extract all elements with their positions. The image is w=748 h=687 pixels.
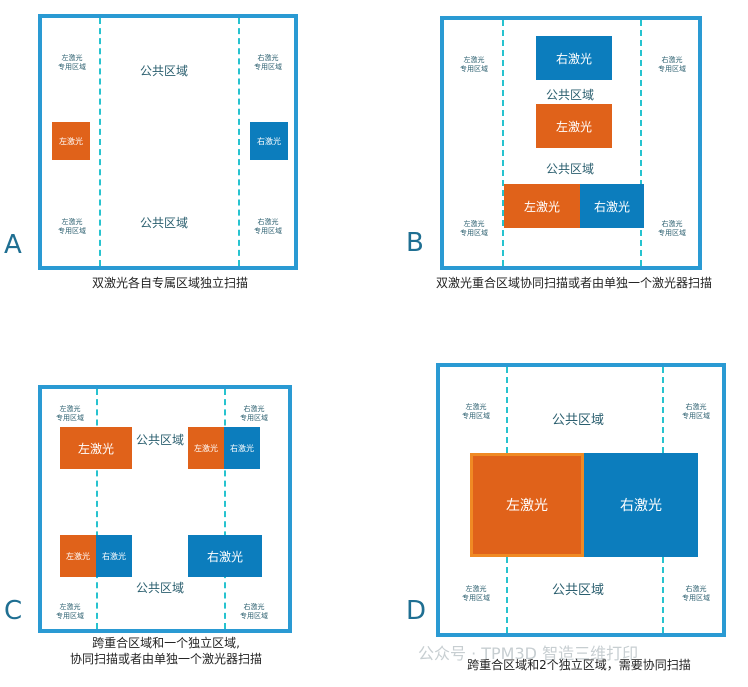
right-laser-label: 右激光: [257, 136, 281, 146]
left-private-zone-label: 左激光 专用区域: [56, 603, 84, 620]
left-laser-block: 左激光: [60, 427, 132, 469]
right-divider: [640, 20, 642, 266]
left-laser-label: 左激光: [59, 136, 83, 146]
panel-c-frame: 左激光 专用区域 右激光 专用区域 左激光 专用区域 右激光 专用区域 左激光 …: [38, 385, 292, 633]
right-laser-block: 右激光: [224, 427, 260, 469]
left-laser-block: 左激光: [60, 535, 96, 577]
public-zone-label: 公共区域: [552, 583, 605, 598]
right-laser-block: 右激光: [580, 184, 644, 228]
panel-c-caption-line1: 跨重合区域和一个独立区域,: [92, 636, 240, 650]
right-private-zone-label: 右激光 专用区域: [254, 218, 282, 235]
public-zone-label: 公共区域: [136, 581, 185, 595]
right-laser-label: 右激光: [593, 199, 630, 214]
left-laser-block: 左激光: [470, 453, 584, 557]
left-laser-block: 左激光: [504, 184, 580, 228]
right-divider: [238, 18, 240, 266]
right-laser-block: 右激光: [250, 122, 288, 160]
panel-letter-c: C: [4, 596, 23, 626]
right-laser-block: 右激光: [188, 535, 262, 577]
right-laser-label: 右激光: [102, 551, 126, 561]
left-laser-label: 左激光: [66, 551, 90, 561]
right-private-zone-label: 右激光 专用区域: [240, 603, 268, 620]
left-laser-label: 左激光: [77, 441, 114, 456]
panel-c-caption-line2: 协同扫描或者由单独一个激光器扫描: [69, 652, 262, 666]
panel-letter-d: D: [406, 596, 427, 626]
left-private-zone-label: 左激光 专用区域: [460, 220, 488, 237]
right-private-zone-label: 右激光 专用区域: [254, 54, 282, 71]
right-laser-label: 右激光: [555, 51, 592, 66]
right-private-zone-label: 右激光 专用区域: [240, 405, 268, 422]
left-divider: [96, 389, 98, 629]
public-zone-label: 公共区域: [546, 88, 595, 102]
public-zone-label: 公共区域: [546, 162, 595, 176]
right-laser-label: 右激光: [206, 549, 243, 564]
panel-b-frame: 左激光 专用区域 右激光 专用区域 左激光 专用区域 右激光 专用区域 右激光 …: [440, 16, 702, 270]
left-private-zone-label: 左激光 专用区域: [462, 403, 490, 420]
left-divider: [99, 18, 101, 266]
right-private-zone-label: 右激光 专用区域: [658, 220, 686, 237]
left-private-zone-label: 左激光 专用区域: [58, 54, 86, 71]
left-laser-label: 左激光: [523, 199, 560, 214]
right-laser-label: 右激光: [620, 498, 662, 514]
left-laser-block: 左激光: [188, 427, 224, 469]
left-divider: [502, 20, 504, 266]
right-private-zone-label: 右激光 专用区域: [658, 56, 686, 73]
public-zone-label: 公共区域: [140, 216, 189, 230]
right-laser-label: 右激光: [230, 443, 254, 453]
panel-b-caption: 双激光重合区域协同扫描或者由单独一个激光器扫描: [435, 276, 712, 290]
right-divider: [224, 389, 226, 629]
watermark-text: 公众号 · TPM3D 智造三维打印: [418, 644, 639, 663]
right-laser-block: 右激光: [536, 36, 612, 80]
public-zone-label: 公共区域: [552, 413, 605, 428]
left-laser-label: 左激光: [555, 119, 592, 134]
panel-d-frame: 左激光 专用区域 右激光 专用区域 左激光 专用区域 右激光 专用区域 公共区域…: [436, 363, 726, 637]
panel-a-caption: 双激光各自专属区域独立扫描: [91, 276, 248, 290]
public-zone-label: 公共区域: [136, 433, 185, 447]
panel-a-frame: 左激光 专用区域 右激光 专用区域 左激光 专用区域 右激光 专用区域 公共区域…: [38, 14, 298, 270]
left-private-zone-label: 左激光 专用区域: [56, 405, 84, 422]
left-laser-label: 左激光: [506, 498, 548, 514]
left-laser-label: 左激光: [194, 443, 218, 453]
right-private-zone-label: 右激光 专用区域: [682, 585, 710, 602]
left-private-zone-label: 左激光 专用区域: [58, 218, 86, 235]
left-private-zone-label: 左激光 专用区域: [460, 56, 488, 73]
panel-letter-b: B: [406, 228, 424, 258]
left-laser-block: 左激光: [536, 104, 612, 148]
right-laser-block: 右激光: [96, 535, 132, 577]
public-zone-label: 公共区域: [140, 64, 189, 78]
right-laser-block: 右激光: [584, 453, 698, 557]
panel-letter-a: A: [4, 230, 22, 260]
right-private-zone-label: 右激光 专用区域: [682, 403, 710, 420]
panel-d-caption: 跨重合区域和2个独立区域，需要协同扫描: [467, 658, 691, 672]
left-laser-block: 左激光: [52, 122, 90, 160]
left-private-zone-label: 左激光 专用区域: [462, 585, 490, 602]
